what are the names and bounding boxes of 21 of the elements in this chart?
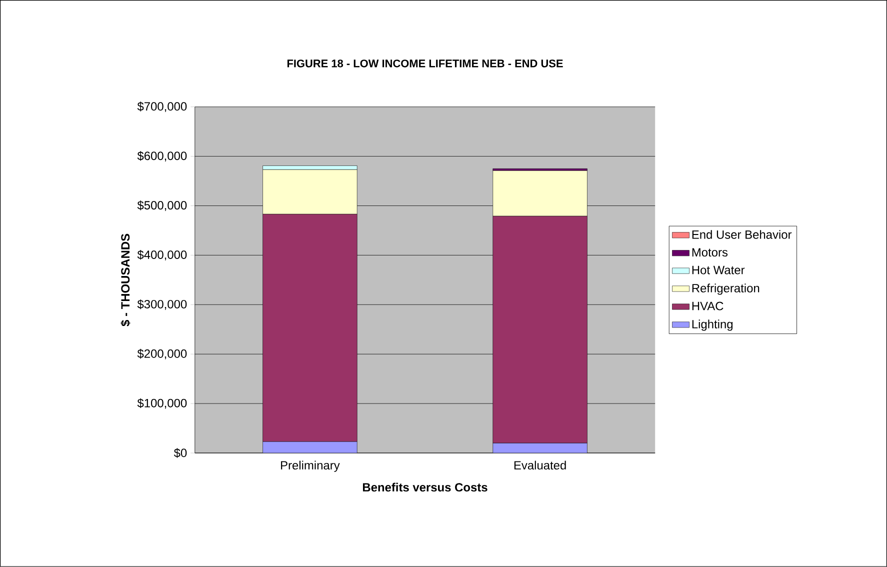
y-tick-label: $400,000 [137,250,187,260]
bar [262,442,358,454]
legend-label: HVAC [692,302,724,310]
y-axis-title: $ - THOUSANDS [120,234,130,326]
y-tick-label: $600,000 [137,151,187,162]
bar [492,443,588,454]
y-tick-label: $100,000 [137,398,187,409]
legend-label: End User Behavior [692,230,792,239]
y-tick-label: $500,000 [137,200,187,212]
x-axis-title: Benefits versus Costs [362,482,488,492]
x-tick-label: Preliminary [281,460,340,472]
y-tick-label: $700,000 [137,102,187,112]
legend-label: Hot Water [692,266,745,274]
y-tick-label: $300,000 [137,300,187,310]
y-tick-label: $200,000 [137,348,187,360]
chart-title: FIGURE 18 - LOW INCOME LIFETIME NEB - END USE [287,60,563,68]
x-tick-label: Evaluated [514,460,566,470]
y-tick-label: $0 [174,448,187,458]
legend-label: Lighting [692,320,733,331]
legend-label: Refrigeration [692,284,760,295]
legend-label: Motors [692,248,728,257]
